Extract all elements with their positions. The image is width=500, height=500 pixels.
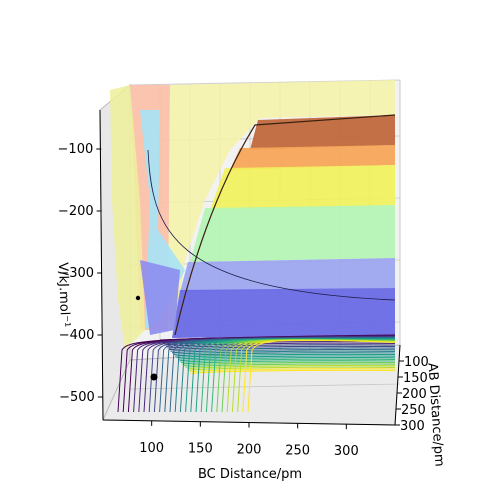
contour-line bbox=[174, 352, 396, 357]
grid-line bbox=[129, 383, 401, 390]
contour-line bbox=[173, 350, 396, 355]
y-tick-label: 250 bbox=[401, 403, 426, 418]
y-axis-line bbox=[394, 344, 401, 426]
surface bbox=[110, 80, 396, 350]
band-blue bbox=[172, 288, 395, 338]
contour-floor bbox=[117, 334, 396, 413]
markers bbox=[135, 295, 158, 381]
contour-line bbox=[188, 366, 396, 371]
band-orange bbox=[230, 145, 395, 170]
band-green bbox=[190, 205, 395, 262]
x-tick-label: 100 bbox=[139, 441, 164, 456]
z-tick-label: −300 bbox=[58, 266, 94, 281]
marker-point bbox=[150, 373, 158, 381]
z-tick-label: −100 bbox=[58, 142, 94, 157]
z-tick-label: −400 bbox=[59, 328, 95, 343]
band-left-blue bbox=[140, 260, 180, 335]
contour-line bbox=[168, 345, 396, 351]
valley-curve bbox=[147, 149, 396, 301]
contour-line bbox=[171, 348, 396, 354]
x-tick-label: 300 bbox=[334, 444, 359, 459]
x-tick-label: 150 bbox=[188, 442, 213, 457]
contour-line bbox=[186, 364, 396, 370]
contour-line bbox=[247, 339, 396, 413]
ridge-curve bbox=[174, 114, 396, 336]
contour-line bbox=[189, 368, 396, 373]
contour-line bbox=[185, 363, 396, 368]
band-yellow bbox=[210, 165, 395, 210]
x-ticks: 100 150 200 250 300 bbox=[139, 420, 359, 459]
y-axis-title: AB Distance/pm bbox=[424, 362, 446, 467]
x-axis-title: BC Distance/pm bbox=[198, 467, 302, 482]
z-tick-label: −500 bbox=[59, 390, 95, 405]
x-tick-label: 200 bbox=[237, 443, 262, 458]
x-tick-label: 250 bbox=[285, 443, 310, 458]
contour-line bbox=[179, 356, 396, 362]
z-tick-label: −200 bbox=[58, 204, 94, 219]
band-brown bbox=[250, 115, 395, 150]
y-tick-label: 100 bbox=[404, 355, 429, 370]
contour-line bbox=[176, 353, 396, 359]
z-axis-title: V/kJ.mol⁻¹ bbox=[55, 262, 72, 328]
surface-yellow-left bbox=[110, 85, 145, 350]
z-axis-line bbox=[99, 109, 104, 421]
contour-line bbox=[182, 360, 396, 365]
z-ticks: −100 −200 −300 −400 −500 bbox=[58, 142, 103, 405]
y-tick-label: 200 bbox=[402, 387, 427, 402]
y-tick-label: 300 bbox=[400, 419, 425, 434]
contour-line bbox=[180, 358, 396, 363]
band-light-blue bbox=[180, 258, 395, 292]
marker-point bbox=[135, 295, 141, 301]
y-tick-label: 150 bbox=[403, 371, 428, 386]
surface-pale-yellow bbox=[168, 80, 395, 330]
